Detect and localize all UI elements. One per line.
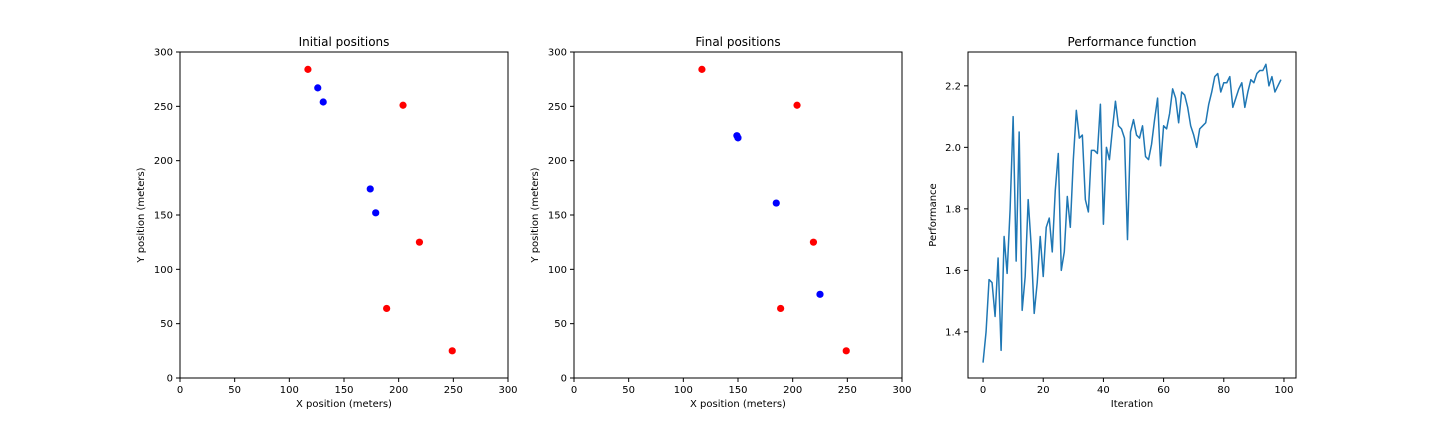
blue-point-3 <box>372 209 380 217</box>
y-tick-label: 1.8 <box>945 204 961 215</box>
red-point-2 <box>415 238 424 246</box>
performance-line <box>982 63 1282 363</box>
x-tick-label: 50 <box>622 385 635 396</box>
y-axis-label: Y position (meters) <box>136 167 147 263</box>
x-tick-label: 200 <box>389 385 408 396</box>
y-tick-label: 50 <box>160 319 173 330</box>
x-axis-label: X position (meters) <box>296 399 392 410</box>
chart-final-positions: Final positions 0 50 100 150 200 250 300 0 50 100 1… <box>530 35 912 410</box>
y-tick-label: 250 <box>548 102 567 113</box>
red-point-3 <box>383 304 391 313</box>
y-tick-label: 1.6 <box>945 266 961 277</box>
y-tick-label: 300 <box>548 48 567 59</box>
x-tick-label: 0 <box>571 385 577 396</box>
y-axis-label: Performance <box>928 183 939 246</box>
blue-point-2 <box>366 185 374 193</box>
red-point-4 <box>842 347 850 355</box>
plot-frame <box>179 51 509 379</box>
x-tick-label: 150 <box>334 385 353 396</box>
x-tick-label: 100 <box>280 385 299 396</box>
chart-title: Initial positions <box>299 35 390 49</box>
x-tick-label: 40 <box>1097 385 1110 396</box>
plot-frame <box>967 51 1297 379</box>
red-point-4 <box>448 347 456 355</box>
blue-point-3 <box>816 290 824 298</box>
chart-title: Final positions <box>695 35 780 49</box>
x-tick-label: 20 <box>1037 385 1050 396</box>
chart-title: Performance function <box>1068 35 1197 49</box>
red-point-0 <box>698 65 706 73</box>
y-tick-label: 150 <box>548 211 567 222</box>
blue-point-0 <box>314 84 322 92</box>
red-point-2 <box>809 238 818 246</box>
blue-point-1 <box>319 98 327 106</box>
x-tick-label: 300 <box>498 385 517 396</box>
x-tick-label: 0 <box>177 385 183 396</box>
x-tick-label: 200 <box>783 385 802 396</box>
chart-performance-function: Performance function 0 20 40 60 80 100 1.4 1.6 1.… <box>928 35 1297 410</box>
red-point-3 <box>777 304 785 313</box>
plot-frame <box>573 51 903 379</box>
y-tick-label: 0 <box>561 374 567 385</box>
chart-initial-positions: Initial positions 0 50 100 150 200 250 300 0 50 10… <box>136 35 518 410</box>
x-tick-label: 100 <box>1274 385 1293 396</box>
x-tick-label: 250 <box>838 385 857 396</box>
y-tick-label: 250 <box>154 102 173 113</box>
y-tick-label: 0 <box>167 374 173 385</box>
blue-point-1 <box>734 134 742 142</box>
y-axis-label: Y position (meters) <box>530 167 541 263</box>
red-point-1 <box>399 101 407 109</box>
red-point-1 <box>793 101 801 109</box>
x-axis-label: Iteration <box>1111 399 1153 410</box>
y-tick-label: 50 <box>554 319 567 330</box>
x-tick-label: 50 <box>228 385 241 396</box>
x-tick-label: 0 <box>980 385 986 396</box>
x-tick-label: 60 <box>1157 385 1170 396</box>
y-tick-label: 2.0 <box>945 143 961 154</box>
x-axis-label: X position (meters) <box>690 399 786 410</box>
red-point-0 <box>304 65 312 73</box>
y-tick-label: 100 <box>548 265 567 276</box>
x-tick-label: 80 <box>1217 385 1230 396</box>
x-tick-label: 100 <box>674 385 693 396</box>
x-tick-label: 150 <box>728 385 747 396</box>
x-tick-label: 300 <box>892 385 911 396</box>
y-tick-label: 200 <box>154 156 173 167</box>
blue-point-2 <box>772 199 780 207</box>
y-tick-label: 2.2 <box>945 81 961 92</box>
y-tick-label: 150 <box>154 211 173 222</box>
y-tick-label: 300 <box>154 48 173 59</box>
x-tick-label: 250 <box>444 385 463 396</box>
y-tick-label: 1.4 <box>945 327 961 338</box>
y-tick-label: 200 <box>548 156 567 167</box>
y-tick-label: 100 <box>154 265 173 276</box>
